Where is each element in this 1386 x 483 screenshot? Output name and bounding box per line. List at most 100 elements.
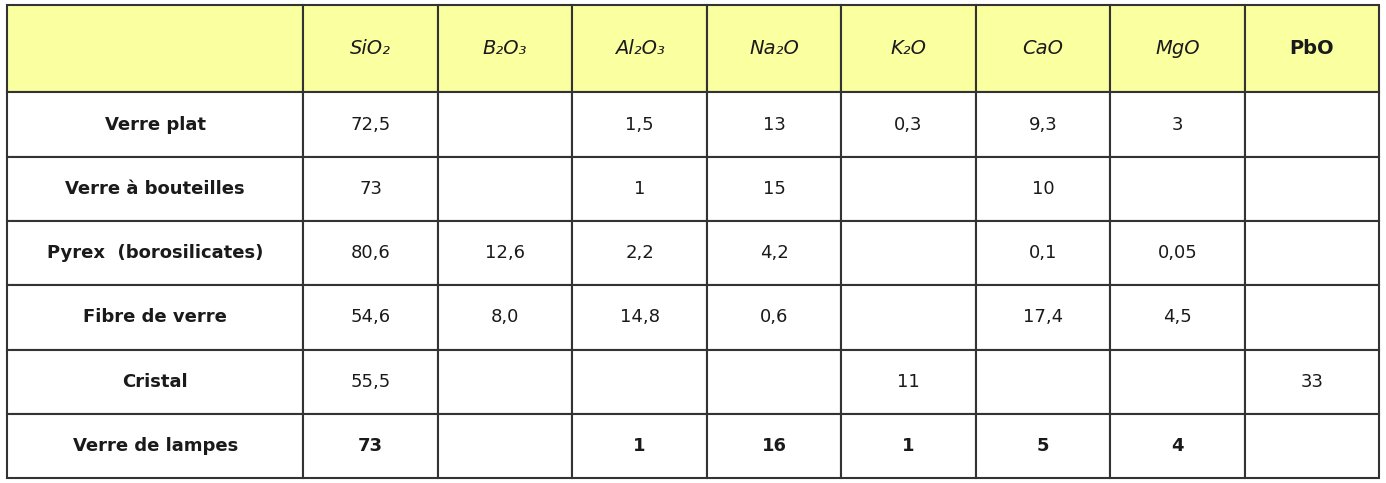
Text: Verre à bouteilles: Verre à bouteilles [65, 180, 245, 198]
Text: 4,5: 4,5 [1163, 309, 1192, 327]
Bar [1110, 156, 1245, 221]
Bar [1245, 156, 1379, 221]
Bar [707, 414, 841, 478]
Text: 73: 73 [359, 180, 383, 198]
Bar [841, 221, 976, 285]
Text: 80,6: 80,6 [351, 244, 391, 262]
Text: 13: 13 [762, 115, 786, 133]
Text: 73: 73 [358, 437, 383, 455]
Text: 1: 1 [902, 437, 915, 455]
Text: PbO: PbO [1289, 39, 1335, 58]
Bar [841, 5, 976, 92]
Bar [976, 285, 1110, 350]
Bar [841, 414, 976, 478]
Text: 15: 15 [762, 180, 786, 198]
Bar [1110, 92, 1245, 156]
Bar [438, 414, 572, 478]
Bar [1245, 285, 1379, 350]
Bar [1110, 221, 1245, 285]
Bar [707, 221, 841, 285]
Bar [1110, 285, 1245, 350]
Text: 0,6: 0,6 [760, 309, 789, 327]
Bar [1245, 92, 1379, 156]
Bar [304, 285, 438, 350]
Text: 4: 4 [1171, 437, 1184, 455]
Text: Fibre de verre: Fibre de verre [83, 309, 227, 327]
Text: 0,1: 0,1 [1028, 244, 1058, 262]
Text: 2,2: 2,2 [625, 244, 654, 262]
Bar [572, 92, 707, 156]
Text: 11: 11 [897, 373, 920, 391]
Bar [841, 92, 976, 156]
Bar [1110, 5, 1245, 92]
Text: 0,05: 0,05 [1157, 244, 1198, 262]
Bar [707, 92, 841, 156]
Bar [7, 92, 304, 156]
Text: 1,5: 1,5 [625, 115, 654, 133]
Text: 54,6: 54,6 [351, 309, 391, 327]
Bar [7, 350, 304, 414]
Bar [1110, 414, 1245, 478]
Text: Cristal: Cristal [122, 373, 188, 391]
Text: 9,3: 9,3 [1028, 115, 1058, 133]
Bar [438, 221, 572, 285]
Bar [438, 285, 572, 350]
Text: Na₂O: Na₂O [748, 39, 798, 58]
Text: 10: 10 [1031, 180, 1055, 198]
Bar [7, 285, 304, 350]
Bar [304, 350, 438, 414]
Bar [304, 5, 438, 92]
Bar [572, 5, 707, 92]
Bar [572, 350, 707, 414]
Bar [976, 414, 1110, 478]
Bar [438, 156, 572, 221]
Bar [976, 5, 1110, 92]
Text: 72,5: 72,5 [351, 115, 391, 133]
Bar [976, 221, 1110, 285]
Text: CaO: CaO [1023, 39, 1063, 58]
Text: 1: 1 [633, 180, 646, 198]
Bar [841, 156, 976, 221]
Text: 17,4: 17,4 [1023, 309, 1063, 327]
Bar [707, 156, 841, 221]
Bar [707, 5, 841, 92]
Bar [1245, 414, 1379, 478]
Text: 3: 3 [1171, 115, 1184, 133]
Bar [976, 350, 1110, 414]
Bar [304, 414, 438, 478]
Bar [7, 221, 304, 285]
Text: Verre de lampes: Verre de lampes [72, 437, 238, 455]
Bar [572, 285, 707, 350]
Bar [976, 156, 1110, 221]
Bar [572, 414, 707, 478]
Text: 4,2: 4,2 [760, 244, 789, 262]
Bar [976, 92, 1110, 156]
Bar [841, 285, 976, 350]
Bar [438, 5, 572, 92]
Bar [7, 5, 304, 92]
Text: B₂O₃: B₂O₃ [482, 39, 527, 58]
Text: 1: 1 [633, 437, 646, 455]
Bar [1245, 221, 1379, 285]
Bar [707, 285, 841, 350]
Bar [841, 350, 976, 414]
Bar [7, 414, 304, 478]
Text: MgO: MgO [1155, 39, 1200, 58]
Bar [304, 156, 438, 221]
Bar [1245, 350, 1379, 414]
Bar [572, 221, 707, 285]
Text: 8,0: 8,0 [491, 309, 520, 327]
Bar [707, 350, 841, 414]
Text: 55,5: 55,5 [351, 373, 391, 391]
Text: 12,6: 12,6 [485, 244, 525, 262]
Bar [572, 156, 707, 221]
Bar [1110, 350, 1245, 414]
Bar [304, 221, 438, 285]
Text: Pyrex  (borosilicates): Pyrex (borosilicates) [47, 244, 263, 262]
Text: Al₂O₃: Al₂O₃ [614, 39, 664, 58]
Bar [438, 350, 572, 414]
Text: 16: 16 [761, 437, 786, 455]
Bar [438, 92, 572, 156]
Text: 5: 5 [1037, 437, 1049, 455]
Bar [1245, 5, 1379, 92]
